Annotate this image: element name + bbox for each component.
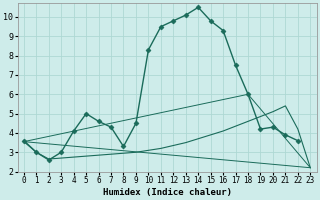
X-axis label: Humidex (Indice chaleur): Humidex (Indice chaleur) xyxy=(103,188,232,197)
